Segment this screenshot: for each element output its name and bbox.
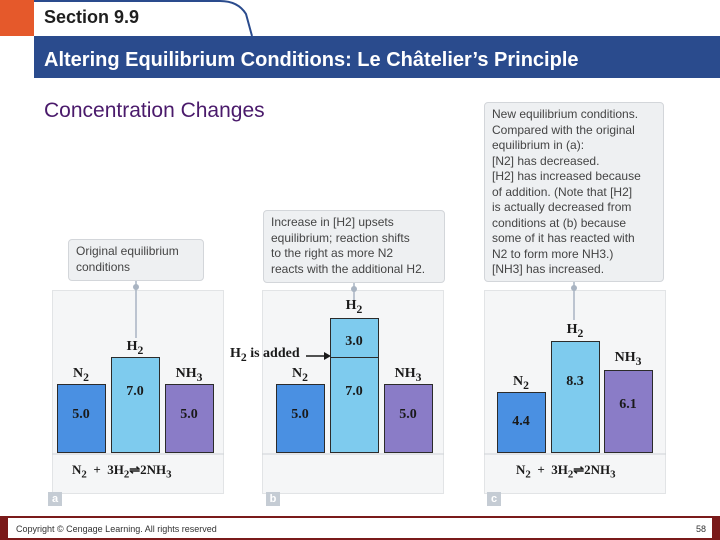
copyright-text: Copyright © Cengage Learning. All rights… xyxy=(16,524,217,534)
h2-added-label: H2 is added xyxy=(230,346,300,364)
callout-line: conditions at (b) because xyxy=(492,215,627,230)
value-a-n2: 5.0 xyxy=(72,407,90,422)
value-c-h2: 8.3 xyxy=(566,374,584,389)
value-b-n2: 5.0 xyxy=(291,407,309,422)
callout-line: Increase in [H2] upsets xyxy=(271,215,394,229)
slide-title: Altering Equilibrium Conditions: Le Chât… xyxy=(44,49,579,71)
callout-line: [N2] has decreased. xyxy=(492,153,600,168)
callout-line: is actually decreased from xyxy=(492,200,632,214)
bar-c-n2 xyxy=(497,392,546,453)
bar-b-nh3 xyxy=(384,384,433,453)
callout-line: of addition. (Note that [H2] xyxy=(492,184,633,199)
value-b-h2: 7.0 xyxy=(345,384,363,399)
section-label: Section 9.9 xyxy=(44,7,140,27)
species-label-a-n2: N2 xyxy=(73,366,89,384)
bar-b-n2 xyxy=(276,384,325,453)
bar-a-n2 xyxy=(57,384,106,453)
callout-line: N2 to form more NH3.) xyxy=(492,246,614,261)
value-a-nh3: 5.0 xyxy=(180,407,198,422)
bar-c-h2 xyxy=(551,341,600,453)
callout-line: equilibrium in (a): xyxy=(492,138,585,152)
species-label-b-n2: N2 xyxy=(292,366,308,384)
bar-b-h2-added xyxy=(330,318,379,358)
species-label-c-nh3: NH3 xyxy=(614,350,642,368)
title-bar xyxy=(34,36,720,78)
panel-letter-a: a xyxy=(48,492,62,506)
species-label-c-h2: H2 xyxy=(566,322,584,340)
species-label-b-nh3: NH3 xyxy=(394,366,422,384)
equation-c: N2 + 3H2⇌2NH3 xyxy=(516,462,616,481)
callout-new-conditions: New equilibrium conditions. Compared wit… xyxy=(484,102,664,282)
value-c-n2: 4.4 xyxy=(512,414,530,429)
value-b-h2-added: 3.0 xyxy=(345,334,363,349)
callout-line: Compared with the original xyxy=(492,122,635,137)
callout-line: to the right as more N2 xyxy=(271,246,394,260)
value-c-nh3: 6.1 xyxy=(619,397,637,412)
panel-letter-c: c xyxy=(487,492,501,506)
species-label-c-n2: N2 xyxy=(513,374,529,392)
callout-line: New equilibrium conditions. xyxy=(492,107,639,121)
callout-line: equilibrium; reaction shifts xyxy=(271,230,410,245)
species-label-a-nh3: NH3 xyxy=(175,366,203,384)
callout-original-conditions: Original equilibrium conditions xyxy=(68,239,204,281)
bar-c-nh3 xyxy=(604,370,653,453)
callout-line: conditions xyxy=(76,259,131,274)
callout-line: [H2] has increased because xyxy=(492,169,641,183)
panel-letter-b: b xyxy=(266,492,280,506)
callout-line: reacts with the additional H2. xyxy=(271,261,426,276)
bar-a-nh3 xyxy=(165,384,214,453)
callout-line: Original equilibrium xyxy=(76,244,179,258)
bar-b-h2 xyxy=(330,357,379,453)
callout-h2-added: Increase in [H2] upsets equilibrium; rea… xyxy=(263,210,445,283)
footer-inner xyxy=(8,518,712,538)
species-label-a-h2: H2 xyxy=(126,339,144,357)
species-label-b-h2: H2 xyxy=(345,298,363,316)
value-b-nh3: 5.0 xyxy=(399,407,417,422)
slide-subtitle: Concentration Changes xyxy=(44,99,265,122)
callout-line: some of it has reacted with xyxy=(492,231,635,245)
equation-a: N2 + 3H2⇌2NH3 xyxy=(72,462,172,481)
bar-a-h2 xyxy=(111,357,160,453)
callout-line: [NH3] has increased. xyxy=(492,262,605,276)
value-a-h2: 7.0 xyxy=(126,384,144,399)
section-accent-square xyxy=(0,0,34,36)
page-number: 58 xyxy=(695,524,706,534)
